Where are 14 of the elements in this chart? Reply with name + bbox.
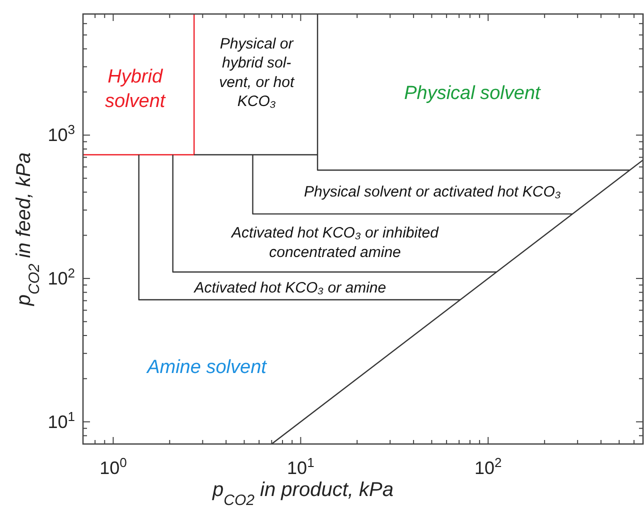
- annotation: Amine solvent: [146, 356, 268, 378]
- y-tick-label: 10$^{2}$: [48, 264, 75, 288]
- annotation: Physical or hybrid sol- vent, or hot KCO₃: [219, 36, 295, 110]
- y-tick-label: 10$^{3}$: [48, 122, 75, 146]
- annotation: Hybrid solvent: [104, 66, 166, 112]
- x-axis-title: p$_{CO2}$ in product, kPa: [212, 479, 394, 508]
- annotation: Activated hot KCO₃ or amine: [193, 279, 386, 296]
- x-tick-label: 10$^{1}$: [287, 454, 314, 478]
- annotation: Physical solvent or activated hot KCO₃: [304, 183, 561, 200]
- annotation: Physical solvent: [404, 82, 542, 104]
- x-tick-label: 10$^{2}$: [474, 454, 502, 478]
- x-tick-label: 10$^{0}$: [100, 454, 127, 478]
- annotation: Activated hot KCO₃ or inhibited concentrated amine: [230, 224, 440, 261]
- y-tick-label: 10$^{1}$: [48, 408, 75, 432]
